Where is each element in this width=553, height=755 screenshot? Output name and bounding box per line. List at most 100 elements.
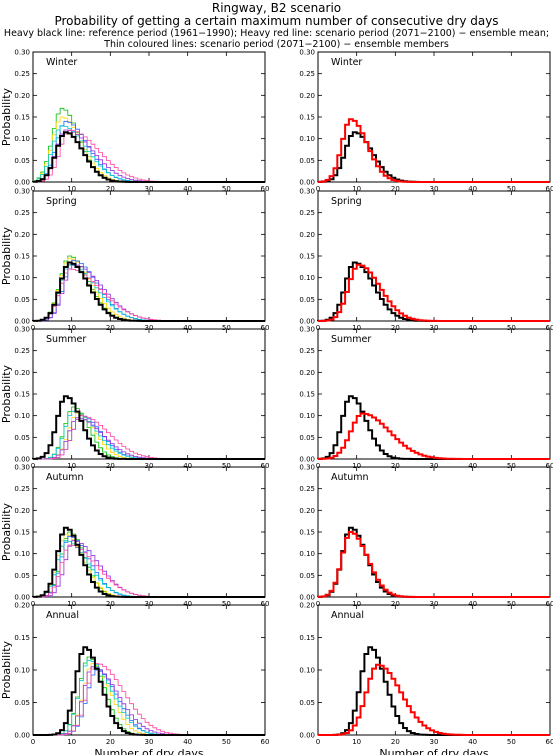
member-series-line [32, 533, 265, 598]
y-tick-label: 0.15 [299, 634, 315, 642]
y-tick-label: 0.30 [299, 188, 315, 196]
x-tick-label: 30 [145, 462, 154, 470]
x-tick-label: 20 [391, 462, 400, 470]
reference-series-line [32, 395, 265, 460]
x-tick-label: 20 [106, 738, 115, 746]
y-tick-label: 0.05 [299, 434, 315, 442]
x-tick-label: 50 [222, 324, 231, 332]
y-tick-label: 0.10 [299, 667, 315, 675]
y-tick-label: 0.20 [14, 231, 30, 239]
y-tick-label: 0.00 [299, 732, 315, 740]
x-tick-label: 40 [183, 462, 192, 470]
x-tick-label: 60 [546, 462, 553, 470]
plot-frame-right-spring [317, 190, 551, 322]
y-axis-label: Probability [0, 640, 13, 699]
x-tick-label: 20 [106, 324, 115, 332]
x-tick-label: 60 [546, 324, 553, 332]
x-tick-label: 40 [468, 185, 477, 193]
y-tick-label: 0.05 [14, 434, 30, 442]
x-tick-label: 60 [261, 600, 270, 608]
x-tick-label: 30 [430, 738, 439, 746]
x-tick-label: 10 [352, 324, 361, 332]
y-tick-label: 0.20 [299, 507, 315, 515]
ensemble-mean-series-line [317, 531, 550, 598]
plot-frame-right-summer [317, 328, 551, 460]
x-tick-label: 50 [222, 600, 231, 608]
y-tick-label: 0.30 [299, 49, 315, 57]
y-tick-label: 0.05 [14, 699, 30, 707]
x-tick-label: 10 [67, 462, 76, 470]
x-tick-label: 10 [67, 600, 76, 608]
season-label: Summer [331, 334, 371, 345]
y-tick-label: 0.10 [14, 667, 30, 675]
x-tick-label: 40 [468, 738, 477, 746]
y-tick-label: 0.30 [14, 464, 30, 472]
x-tick-label: 10 [352, 462, 361, 470]
x-tick-label: 50 [222, 738, 231, 746]
x-tick-label: 60 [546, 185, 553, 193]
x-tick-label: 50 [507, 185, 516, 193]
ensemble-mean-series-line [318, 263, 550, 322]
y-tick-label: 0.10 [14, 550, 30, 558]
y-tick-label: 0.10 [299, 274, 315, 282]
y-tick-label: 0.20 [14, 369, 30, 377]
reference-series-line [33, 646, 265, 736]
x-tick-label: 40 [468, 600, 477, 608]
x-tick-label: 10 [352, 185, 361, 193]
y-tick-label: 0.10 [14, 274, 30, 282]
y-tick-label: 0.30 [14, 326, 30, 334]
x-tick-label: 50 [222, 185, 231, 193]
x-tick-label: 0 [316, 324, 320, 332]
y-axis-label: Probability [0, 364, 13, 423]
x-tick-label: 30 [430, 462, 439, 470]
x-tick-label: 20 [106, 600, 115, 608]
season-label: Autumn [331, 472, 369, 483]
x-tick-label: 40 [468, 462, 477, 470]
x-tick-label: 0 [316, 600, 320, 608]
y-tick-label: 0.00 [299, 318, 315, 326]
y-tick-label: 0.00 [14, 594, 30, 602]
y-tick-label: 0.10 [299, 412, 315, 420]
y-tick-label: 0.05 [14, 157, 30, 165]
y-tick-label: 0.15 [14, 634, 30, 642]
x-tick-label: 50 [507, 600, 516, 608]
y-tick-label: 0.15 [299, 253, 315, 261]
y-tick-label: 0.25 [14, 70, 30, 78]
reference-series-line [318, 646, 550, 736]
y-tick-label: 0.15 [14, 529, 30, 537]
y-tick-label: 0.00 [299, 179, 315, 187]
y-tick-label: 0.20 [299, 92, 315, 100]
x-tick-label: 40 [183, 185, 192, 193]
reference-series-line [317, 526, 550, 598]
y-tick-label: 0.05 [14, 296, 30, 304]
plot-frame-right-winter [317, 51, 551, 183]
y-tick-label: 0.25 [299, 209, 315, 217]
reference-series-line [317, 131, 550, 183]
x-tick-label: 20 [391, 324, 400, 332]
y-tick-label: 0.30 [14, 188, 30, 196]
x-tick-label: 0 [31, 324, 35, 332]
x-tick-label: 40 [183, 600, 192, 608]
x-tick-label: 0 [31, 462, 35, 470]
ensemble-mean-series-line [317, 118, 550, 183]
member-series-line [32, 129, 265, 183]
y-tick-label: 0.15 [299, 529, 315, 537]
y-tick-label: 0.20 [299, 369, 315, 377]
x-axis-label: Number of dry days [379, 747, 489, 755]
y-tick-label: 0.00 [14, 318, 30, 326]
x-tick-label: 20 [391, 185, 400, 193]
y-axis-label: Probability [0, 87, 13, 146]
y-tick-label: 0.25 [14, 209, 30, 217]
x-tick-label: 10 [67, 738, 76, 746]
x-tick-label: 30 [430, 600, 439, 608]
x-tick-label: 40 [468, 324, 477, 332]
x-tick-label: 0 [316, 462, 320, 470]
x-tick-label: 30 [145, 738, 154, 746]
y-tick-label: 0.20 [299, 602, 315, 610]
x-tick-label: 0 [316, 185, 320, 193]
y-tick-label: 0.00 [14, 179, 30, 187]
y-tick-label: 0.25 [14, 347, 30, 355]
y-tick-label: 0.15 [14, 114, 30, 122]
x-tick-label: 60 [261, 185, 270, 193]
ensemble-mean-series-line [317, 412, 550, 460]
